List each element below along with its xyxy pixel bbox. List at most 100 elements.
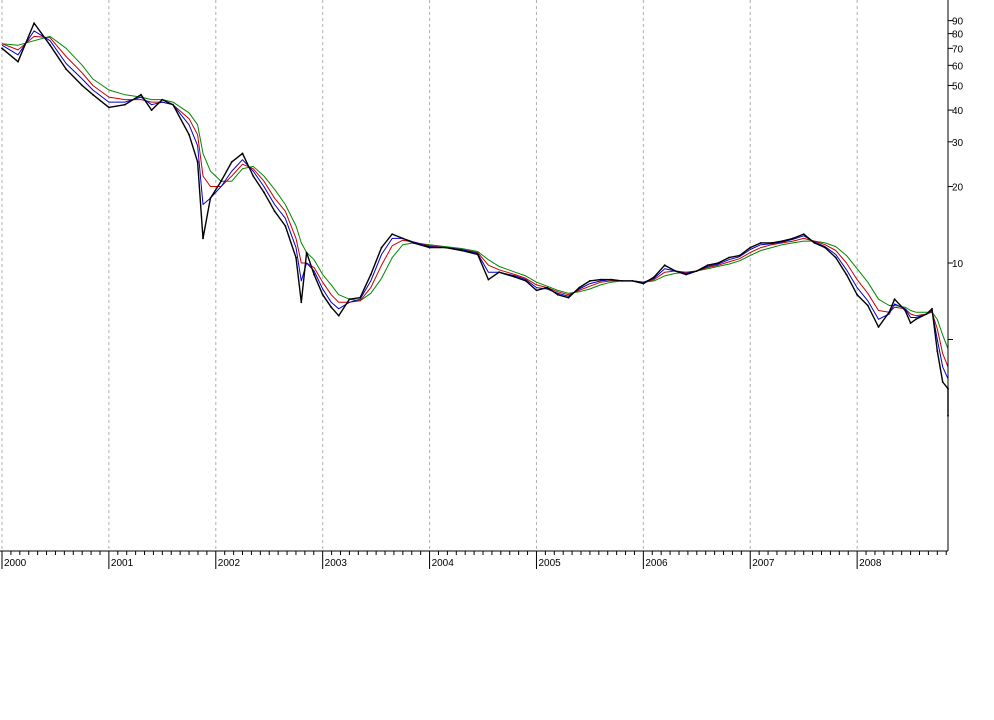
price-point	[284, 225, 287, 227]
price-point	[556, 293, 559, 296]
x-tick-label: 2008	[859, 558, 882, 569]
y-tick-label: 80	[952, 30, 964, 41]
price-point	[498, 271, 500, 274]
price-point	[487, 278, 490, 281]
price-point	[161, 98, 164, 101]
price-point	[17, 60, 19, 63]
price-point	[92, 93, 94, 96]
x-axis-ticks: 2000 2001 2002 2003 2004 2005 2006 2007 2008	[1, 551, 947, 569]
price-point	[936, 350, 939, 352]
x-tick-label: 2000	[4, 558, 27, 569]
price-point	[834, 256, 837, 259]
y-tick-label: 10	[952, 259, 964, 270]
price-point	[642, 282, 645, 285]
price-point	[813, 242, 816, 244]
series-moving-average-short	[1, 30, 949, 400]
price-point	[273, 210, 276, 213]
price-point	[524, 280, 527, 282]
price-point	[412, 242, 415, 244]
price-point	[674, 270, 677, 272]
price-point	[230, 161, 233, 163]
series-price	[1, 22, 949, 416]
price-point	[391, 233, 394, 236]
price-point	[476, 253, 479, 256]
y-tick-label: 70	[952, 44, 964, 55]
price-point	[792, 237, 794, 240]
y-tick-label: 60	[952, 61, 964, 72]
price-point	[313, 273, 315, 276]
price-point	[460, 249, 463, 252]
price-point	[770, 242, 773, 244]
x-tick-label: 2003	[325, 558, 348, 569]
price-point	[706, 264, 709, 267]
price-point	[401, 237, 404, 240]
price-point	[140, 93, 142, 96]
y-tick-label: 30	[952, 138, 964, 149]
price-point	[202, 237, 204, 240]
price-point	[738, 254, 741, 257]
price-point	[514, 276, 516, 278]
price-point	[621, 280, 623, 282]
price-point	[321, 293, 324, 296]
price-point	[925, 313, 928, 315]
price-point	[124, 103, 126, 106]
price-point	[81, 84, 84, 87]
price-point	[749, 246, 752, 249]
x-tick-label: 2005	[538, 558, 561, 569]
price-point	[172, 103, 174, 106]
price-point	[330, 306, 333, 309]
price-point	[567, 296, 570, 299]
x-tick-label: 2006	[645, 558, 668, 569]
price-point	[546, 286, 549, 289]
x-tick-label: 2001	[111, 558, 134, 569]
price-point	[300, 301, 303, 304]
y-axis-ticks: 90 80 70 60 50 40 30 20 10	[948, 17, 964, 340]
price-point	[685, 273, 687, 276]
price-point	[188, 133, 191, 136]
price-point	[263, 191, 265, 194]
price-point	[428, 246, 431, 249]
y-tick-label: 40	[952, 106, 964, 117]
price-point	[220, 180, 223, 183]
price-point	[589, 280, 591, 282]
series-group	[1, 22, 949, 417]
price-point	[915, 318, 917, 321]
price-point	[209, 197, 212, 200]
y-tick-label: 90	[952, 17, 964, 28]
price-point	[196, 161, 199, 163]
price-point	[931, 307, 933, 310]
price-point	[444, 246, 447, 249]
price-point	[337, 314, 340, 317]
price-point	[305, 251, 308, 254]
price-point	[49, 44, 51, 47]
price-point	[663, 264, 666, 267]
price-point	[877, 326, 880, 328]
x-tick-label: 2007	[752, 558, 775, 569]
price-point	[380, 246, 383, 249]
price-point	[941, 381, 944, 383]
x-tick-label: 2002	[218, 558, 241, 569]
price-point	[610, 278, 613, 281]
price-point	[893, 298, 896, 301]
price-point	[348, 298, 351, 301]
price-point	[295, 256, 297, 259]
price-point	[578, 286, 581, 289]
price-point	[241, 152, 244, 155]
price-point	[909, 322, 912, 324]
price-point	[695, 270, 698, 272]
axes	[0, 0, 949, 552]
y-tick-label: 20	[952, 183, 964, 194]
x-tick-label: 2004	[432, 558, 455, 569]
price-point	[802, 233, 805, 236]
price-point	[866, 304, 869, 307]
price-point	[599, 278, 602, 281]
series-moving-average-long	[1, 35, 949, 365]
price-point	[888, 311, 891, 314]
price-point	[108, 106, 110, 109]
price-point	[728, 256, 730, 259]
price-point	[781, 240, 784, 243]
price-point	[904, 309, 907, 312]
price-point	[631, 280, 634, 282]
price-point	[33, 22, 35, 24]
